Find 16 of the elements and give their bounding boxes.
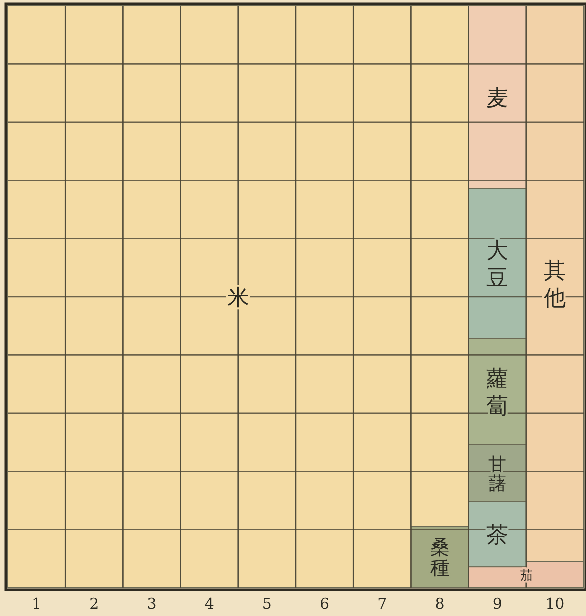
series-label: 茶 [486, 523, 509, 548]
x-tick-label: 3 [147, 595, 157, 613]
x-tick-label: 1 [32, 595, 42, 613]
series-label: 甘藷 [488, 454, 507, 494]
series-label: 麦 [486, 86, 509, 112]
x-tick-label: 2 [90, 595, 100, 613]
x-tick-label: 4 [204, 595, 214, 613]
x-tick-label: 6 [320, 595, 330, 613]
series-label: 大豆 [486, 238, 509, 292]
x-tick-label: 10 [546, 595, 565, 613]
x-tick-label: 7 [378, 595, 388, 613]
series-label: 桑種 [430, 536, 450, 580]
x-tick-label: 9 [492, 595, 502, 613]
x-tick-label: 5 [262, 595, 272, 613]
series-label: 蘿蔔 [486, 367, 509, 420]
x-tick-label: 8 [435, 595, 445, 613]
